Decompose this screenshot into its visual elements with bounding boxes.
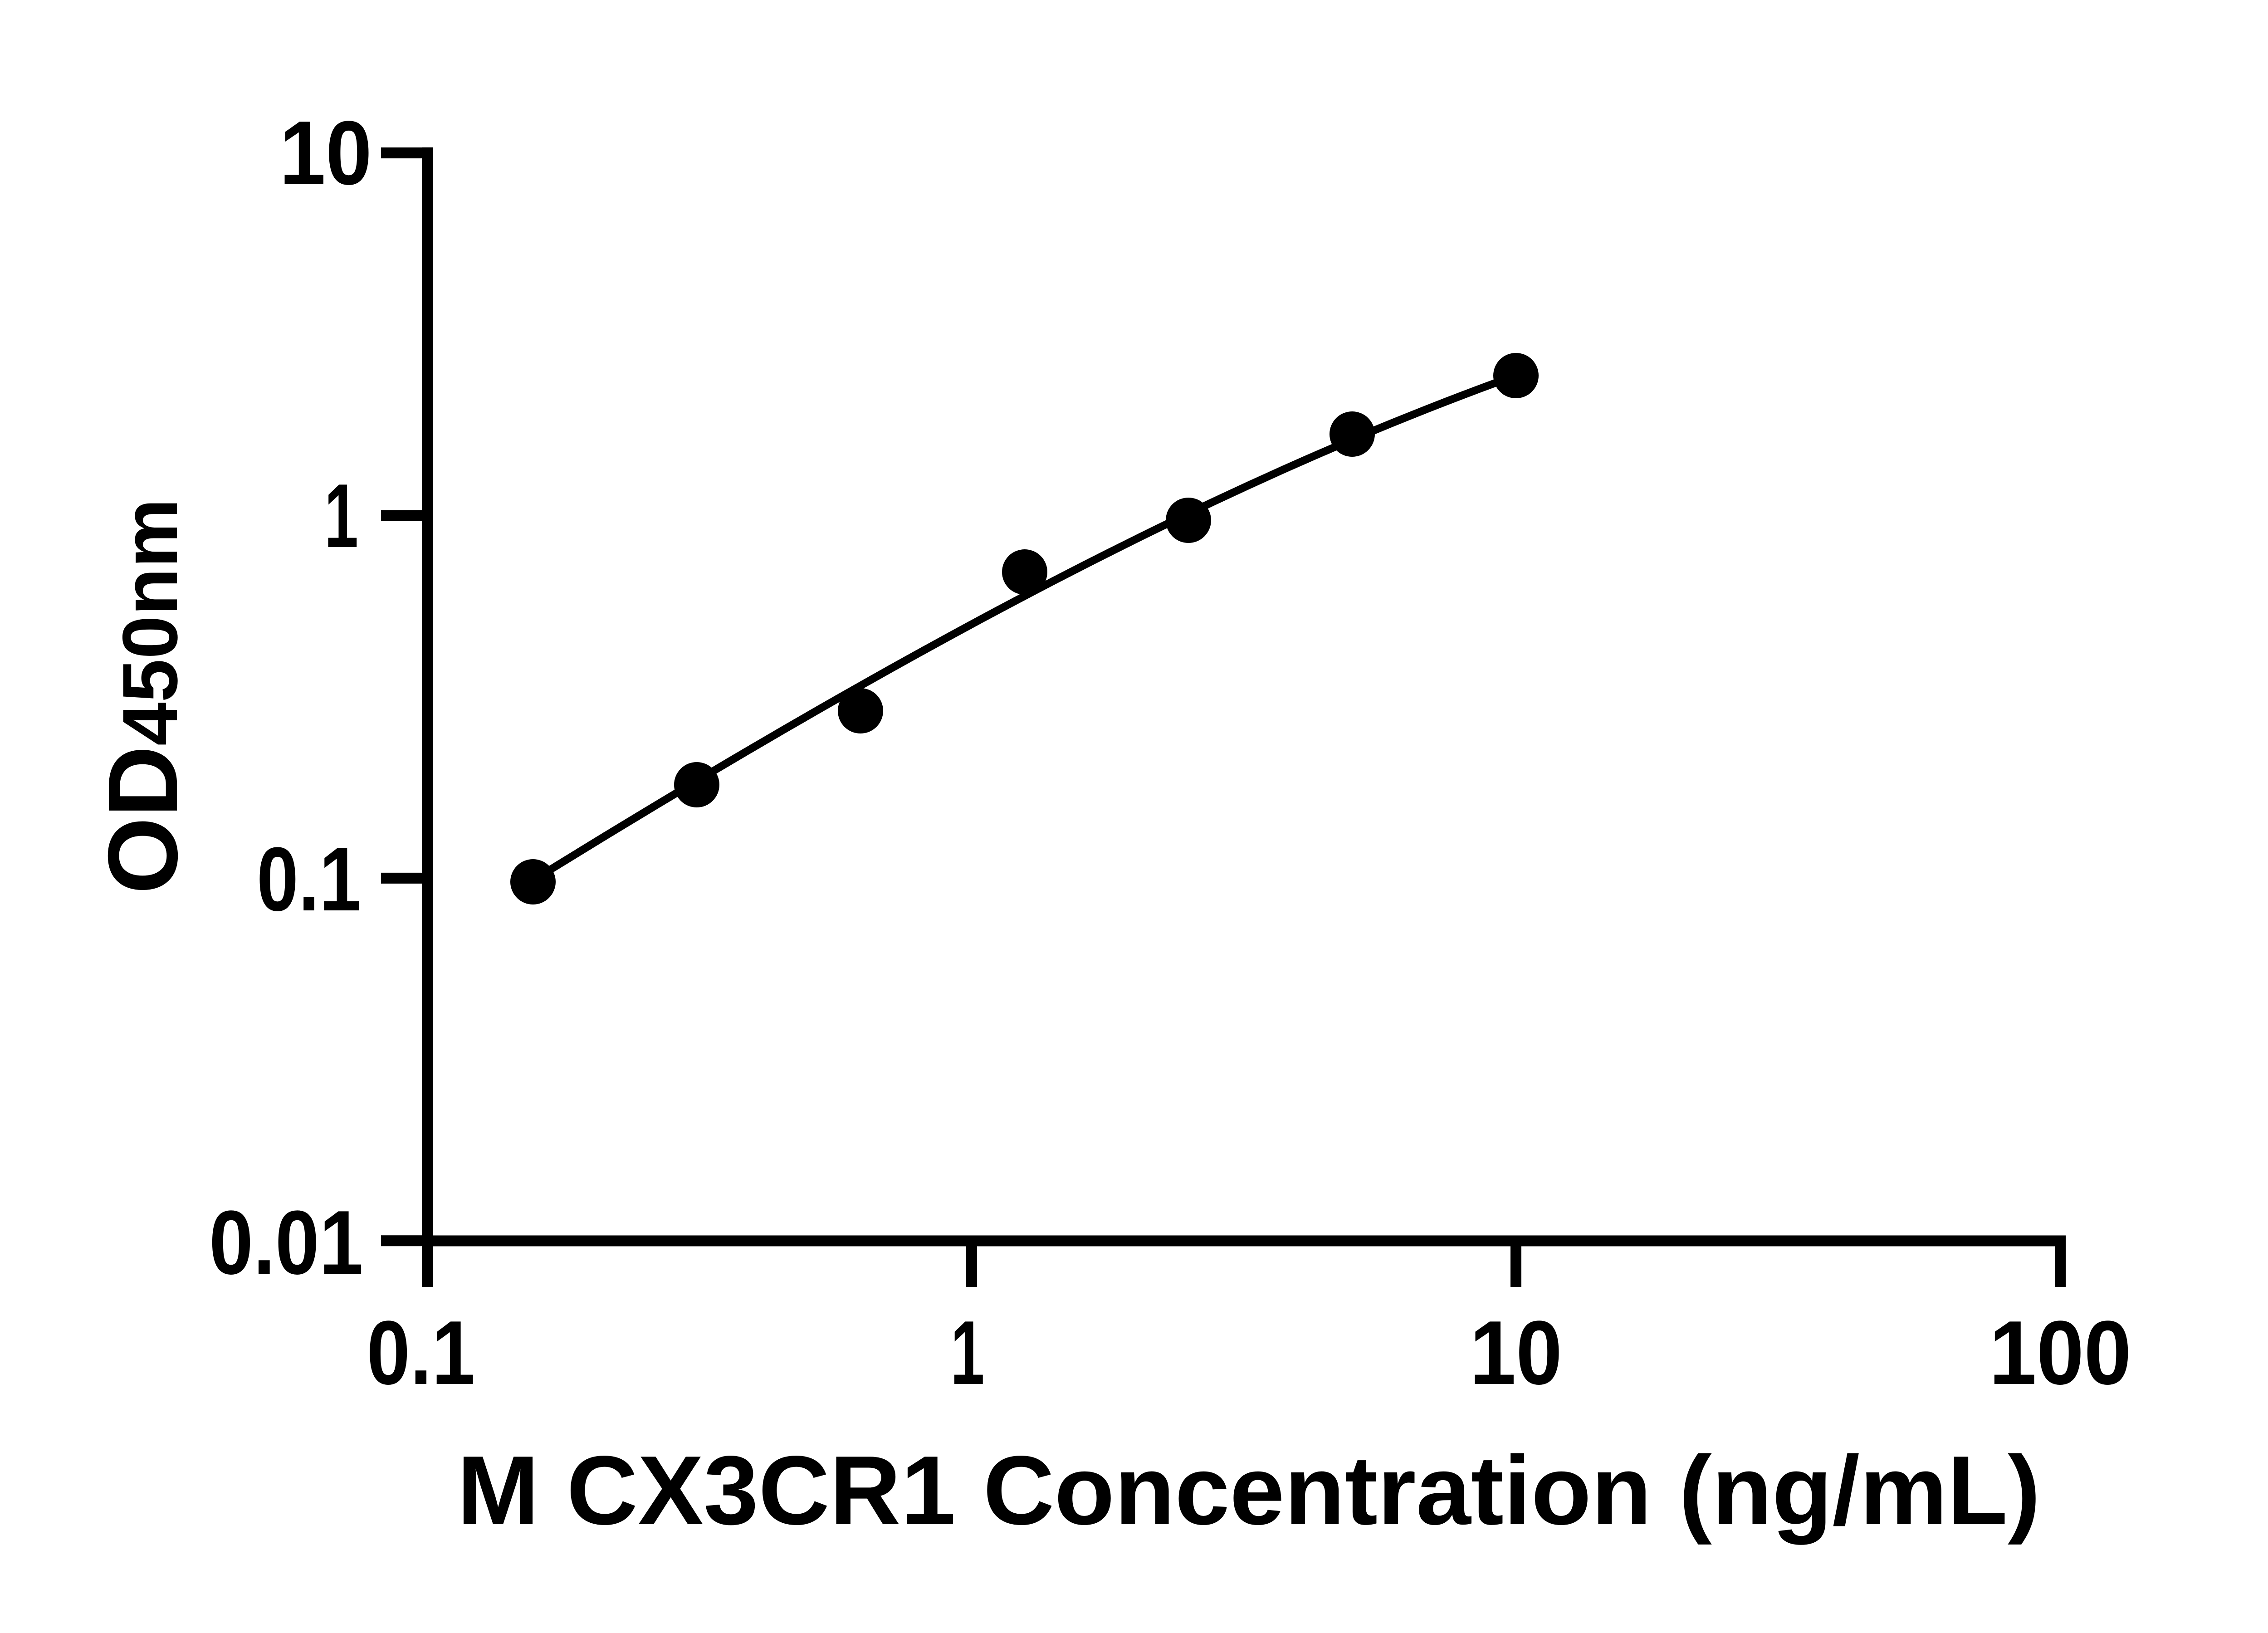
svg-text:M CX3CR1 Concentration (ng/mL): M CX3CR1 Concentration (ng/mL) [457,1435,2041,1545]
svg-text:10: 10 [1470,1302,1562,1403]
svg-text:OD450nm: OD450nm [88,499,198,894]
svg-text:1: 1 [324,465,358,567]
svg-text:10: 10 [279,103,372,204]
svg-text:1: 1 [951,1302,985,1403]
svg-text:100: 100 [1989,1302,2131,1403]
svg-text:0.01: 0.01 [209,1192,363,1293]
svg-text:0.1: 0.1 [257,829,361,930]
svg-text:0.1: 0.1 [367,1302,475,1403]
